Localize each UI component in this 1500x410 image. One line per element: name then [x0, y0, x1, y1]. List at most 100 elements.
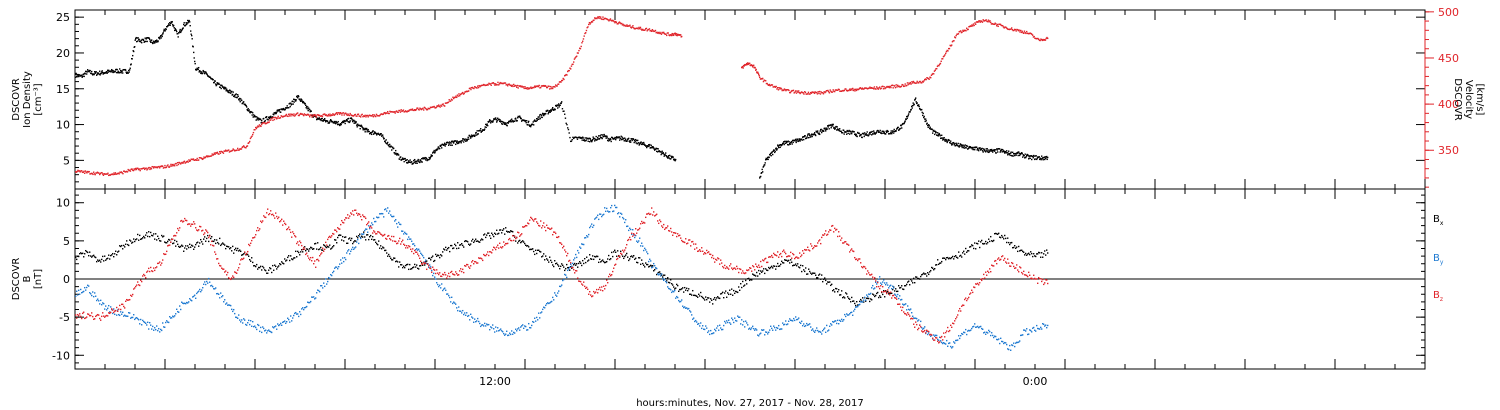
data-point	[424, 264, 426, 266]
data-point	[289, 102, 291, 105]
data-point	[983, 243, 985, 245]
data-point	[816, 327, 818, 329]
data-point	[774, 265, 776, 268]
data-point	[453, 301, 455, 303]
data-point	[738, 316, 740, 318]
data-point	[834, 291, 836, 293]
data-point	[964, 145, 966, 147]
data-point	[98, 172, 100, 174]
data-point	[662, 276, 664, 278]
data-point	[646, 30, 648, 32]
data-point	[828, 92, 831, 94]
data-point	[1010, 28, 1012, 30]
data-point	[392, 111, 394, 113]
data-point	[887, 290, 889, 293]
data-point	[140, 39, 142, 42]
data-point	[85, 249, 87, 252]
data-point	[929, 76, 931, 78]
data-point	[476, 87, 478, 89]
data-point	[773, 265, 775, 267]
data-point	[402, 230, 404, 232]
data-point	[1019, 31, 1021, 33]
data-point	[586, 26, 588, 29]
data-point	[372, 223, 374, 226]
data-point	[951, 143, 953, 146]
data-point	[432, 106, 435, 108]
data-point	[873, 288, 875, 290]
data-point	[767, 84, 769, 86]
data-point	[501, 82, 504, 85]
data-point	[1035, 155, 1037, 157]
data-point	[83, 73, 85, 75]
data-point	[344, 236, 346, 239]
data-point	[218, 83, 220, 86]
data-point	[658, 271, 660, 274]
data-point	[125, 69, 127, 71]
data-point	[206, 280, 208, 283]
data-point	[270, 331, 272, 333]
left-tick-label: -10	[52, 349, 70, 362]
data-point	[863, 299, 865, 301]
data-point	[209, 155, 211, 157]
data-point	[232, 310, 234, 313]
data-point	[610, 258, 612, 260]
data-point	[847, 89, 849, 92]
data-point	[968, 147, 970, 149]
data-point	[545, 255, 547, 257]
data-point	[295, 99, 297, 101]
data-point	[570, 140, 572, 143]
data-point	[394, 152, 396, 154]
data-point	[214, 80, 216, 82]
data-point	[622, 138, 624, 140]
data-point	[991, 149, 993, 152]
data-point	[611, 204, 613, 207]
data-point	[946, 257, 948, 259]
data-point	[960, 30, 962, 32]
data-point	[672, 290, 674, 292]
data-point	[210, 155, 212, 157]
data-point	[663, 31, 665, 34]
data-point	[813, 272, 815, 274]
data-point	[599, 137, 601, 140]
data-point	[398, 221, 400, 224]
data-point	[789, 91, 792, 94]
data-point	[261, 269, 263, 271]
data-point	[112, 252, 114, 255]
data-point	[471, 135, 473, 138]
data-point	[549, 85, 552, 88]
data-point	[247, 107, 249, 110]
data-point	[513, 331, 515, 334]
data-point	[312, 116, 314, 118]
data-point	[944, 139, 946, 141]
data-point	[133, 314, 135, 316]
data-point	[776, 148, 778, 150]
data-point	[358, 115, 360, 117]
data-point	[548, 302, 550, 305]
data-point	[299, 98, 301, 100]
data-point	[716, 297, 718, 299]
data-point	[589, 226, 591, 229]
data-point	[813, 330, 815, 332]
data-point	[814, 132, 816, 134]
data-point	[182, 162, 184, 164]
data-point	[446, 293, 448, 295]
data-point	[349, 112, 351, 115]
data-point	[495, 84, 498, 86]
data-point	[260, 122, 262, 124]
data-point	[722, 291, 724, 293]
data-point	[849, 313, 851, 315]
data-point	[367, 231, 369, 233]
data-point	[674, 289, 676, 292]
data-point	[267, 330, 269, 332]
data-point	[217, 292, 219, 295]
data-point	[626, 252, 628, 255]
data-point	[292, 317, 294, 319]
data-point	[471, 86, 474, 89]
data-point	[786, 140, 788, 143]
data-point	[629, 139, 631, 142]
data-point	[355, 246, 357, 248]
data-point	[643, 141, 645, 144]
data-point	[321, 115, 324, 118]
data-point	[933, 334, 935, 336]
data-point	[425, 157, 427, 159]
